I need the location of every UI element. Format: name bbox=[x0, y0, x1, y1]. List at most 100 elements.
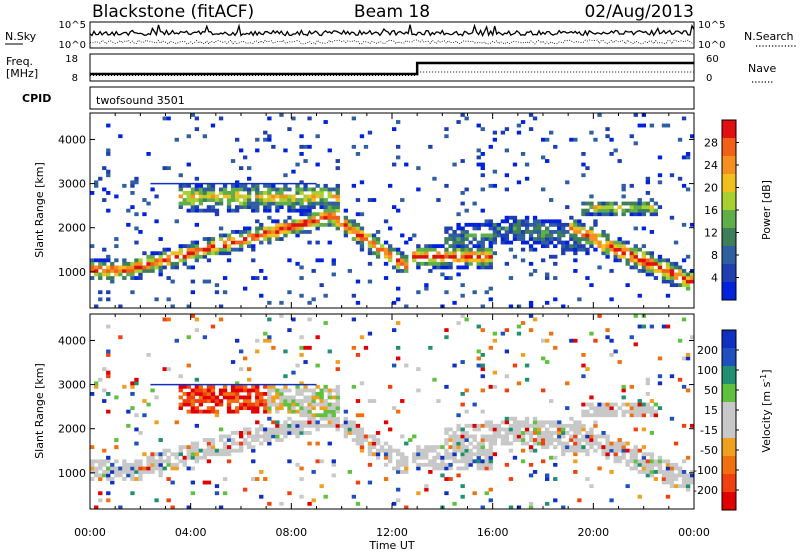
power-cell bbox=[416, 244, 421, 249]
power-cell bbox=[476, 240, 481, 245]
power-cell bbox=[243, 226, 248, 231]
power-cell bbox=[448, 276, 453, 280]
power-cell bbox=[488, 254, 493, 259]
velocity-cell bbox=[194, 328, 200, 333]
power-cell bbox=[307, 230, 312, 234]
velocity-cell bbox=[267, 434, 272, 439]
velocity-cell bbox=[186, 399, 191, 403]
velocity-cell bbox=[267, 441, 272, 446]
velocity-cell bbox=[637, 459, 642, 464]
power-cell bbox=[343, 215, 349, 220]
power-cell bbox=[307, 300, 312, 305]
power-cell bbox=[585, 201, 590, 206]
power-cell bbox=[573, 137, 578, 142]
power-cell bbox=[637, 258, 642, 263]
power-cell bbox=[331, 212, 336, 217]
velocity-cell bbox=[613, 413, 618, 418]
power-cell bbox=[122, 183, 127, 188]
velocity-cell bbox=[186, 455, 191, 460]
power-cell bbox=[528, 127, 534, 132]
power-cell bbox=[464, 247, 469, 252]
velocity-cell bbox=[287, 459, 292, 464]
velocity-cell bbox=[488, 498, 493, 503]
velocity-cell bbox=[323, 321, 328, 325]
power-cell bbox=[202, 198, 208, 202]
velocity-cell bbox=[134, 470, 139, 474]
velocity-cell bbox=[106, 466, 111, 471]
velocity-cell bbox=[295, 462, 300, 467]
power-cell bbox=[573, 222, 578, 227]
velocity-cell bbox=[480, 505, 485, 510]
velocity-cell bbox=[311, 423, 316, 428]
power-cell bbox=[561, 251, 566, 256]
power-cell bbox=[327, 219, 332, 224]
velocity-cell bbox=[545, 420, 550, 425]
velocity-cell bbox=[235, 448, 240, 453]
power-cell bbox=[681, 116, 687, 121]
power-cell bbox=[685, 279, 691, 284]
power-cell bbox=[436, 244, 441, 249]
velocity-cell bbox=[303, 360, 308, 364]
velocity-cell bbox=[182, 402, 187, 407]
power-cell bbox=[524, 219, 530, 224]
velocity-cell bbox=[90, 477, 95, 481]
power-cell bbox=[480, 240, 485, 245]
power-cell bbox=[549, 233, 554, 238]
power-cell bbox=[194, 251, 200, 256]
velocity-cell bbox=[633, 455, 638, 460]
power-cell bbox=[190, 254, 196, 259]
velocity-cell bbox=[259, 399, 264, 403]
power-cell bbox=[98, 258, 103, 263]
power-cell bbox=[605, 205, 610, 210]
power-cell bbox=[625, 208, 630, 213]
power-cell bbox=[267, 191, 272, 195]
power-cell bbox=[512, 222, 518, 227]
power-cell bbox=[573, 244, 578, 249]
power-cell bbox=[202, 191, 208, 195]
power-cell bbox=[633, 205, 638, 210]
power-cell bbox=[319, 187, 324, 192]
velocity-cell bbox=[537, 438, 542, 442]
power-cell bbox=[295, 208, 300, 213]
power-cell bbox=[122, 269, 127, 273]
power-cell bbox=[504, 219, 510, 224]
power-cell bbox=[613, 251, 618, 256]
velocity-cell bbox=[424, 462, 429, 467]
velocity-cell bbox=[480, 434, 485, 439]
velocity-cell bbox=[681, 473, 687, 478]
power-cell bbox=[287, 230, 292, 234]
velocity-cell bbox=[597, 441, 602, 446]
velocity-cell bbox=[275, 431, 280, 435]
power-cell bbox=[452, 162, 457, 167]
power-cell bbox=[561, 233, 566, 238]
power-cell bbox=[235, 183, 240, 188]
power-cell bbox=[649, 254, 655, 259]
power-cell bbox=[114, 272, 119, 277]
power-cell bbox=[299, 222, 304, 227]
velocity-cell bbox=[581, 353, 586, 357]
power-cell bbox=[508, 240, 514, 245]
power-cell bbox=[299, 205, 304, 210]
power-cell bbox=[545, 300, 550, 305]
power-cell bbox=[448, 265, 453, 270]
velocity-cell bbox=[537, 441, 542, 446]
velocity-cell bbox=[649, 413, 655, 418]
velocity-cell bbox=[577, 441, 582, 446]
velocity-cell bbox=[669, 473, 675, 478]
time-tick-label: 00:00 bbox=[74, 526, 106, 539]
velocity-cell bbox=[637, 413, 642, 418]
power-cell bbox=[581, 222, 586, 227]
power-cell bbox=[436, 261, 441, 266]
velocity-cell bbox=[488, 438, 493, 442]
velocity-cell bbox=[255, 349, 260, 354]
power-cell bbox=[367, 251, 373, 256]
velocity-cell bbox=[597, 402, 602, 407]
power-cell bbox=[528, 300, 534, 305]
power-cell bbox=[243, 155, 248, 160]
power-cell bbox=[492, 183, 498, 188]
power-cell bbox=[202, 187, 208, 192]
power-cell bbox=[319, 258, 324, 263]
power-cell bbox=[255, 191, 260, 195]
power-cell bbox=[295, 230, 300, 234]
velocity-cell bbox=[110, 470, 115, 474]
